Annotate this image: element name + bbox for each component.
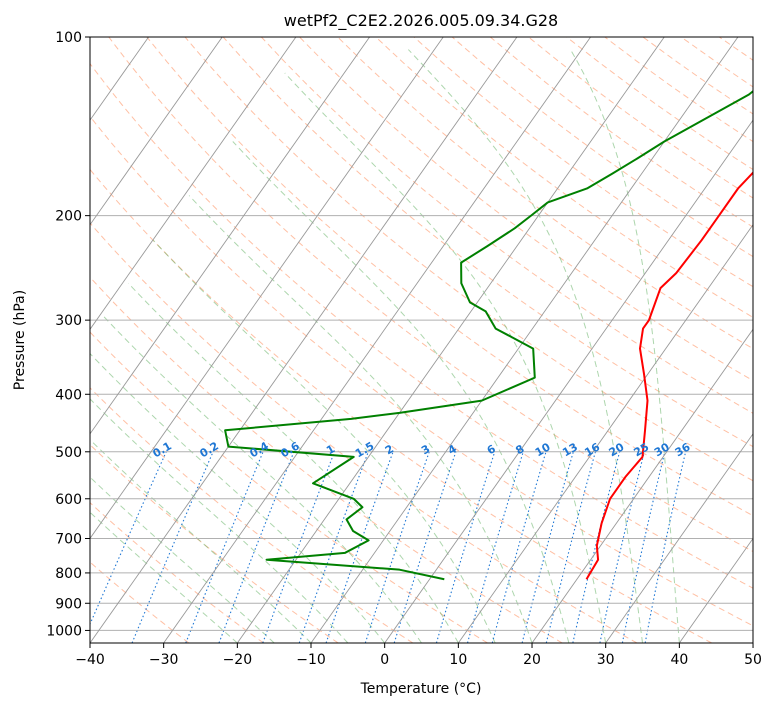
x-tick-label: 50 [744,652,762,668]
plot-frame [89,36,754,644]
mixing-ratio-line [521,451,574,643]
dry-adiabat [90,115,753,627]
dry-adiabat [299,37,753,382]
isotherm-line [236,37,665,643]
sounding-profiles [224,89,753,581]
mixing-ratio-line [435,451,496,643]
isotherm-grid [90,37,753,643]
moist-adiabat [90,352,386,643]
isotherm-line [90,37,518,643]
mixing-ratio-line [262,451,336,643]
x-axis: −40 −30 −20 −10 0 10 20 30 40 50 [75,643,762,668]
x-tick-label: 30 [597,652,615,668]
y-axis-title: Pressure (hPa) [12,290,28,390]
isotherm-line [310,37,739,643]
isotherm-line [90,37,370,435]
moist-adiabat [284,72,607,643]
mixing-ratio-line [218,451,295,643]
y-tick-label: 300 [55,313,82,329]
isotherm-line [90,37,297,331]
moist-adiabat [152,239,496,643]
isotherm-line [384,119,753,643]
y-tick-label: 100 [55,30,82,46]
moist-adiabat [102,315,422,643]
moist-adiabat [407,49,644,643]
isotherm-line [678,537,753,643]
moist-adiabat [570,49,680,643]
x-tick-label: −40 [75,652,105,668]
isotherm-line [605,433,753,643]
x-tick-label: 40 [670,652,688,668]
chart-title: wetPf2_C2E2.2026.005.09.34.G28 [284,11,558,31]
y-tick-label: 800 [55,566,82,582]
dry-adiabat [90,62,753,589]
mixing-ratio-line [545,451,596,643]
x-tick-label: −10 [296,652,326,668]
y-tick-label: 1000 [46,623,82,639]
y-tick-label: 400 [55,387,82,403]
x-axis-title: Temperature (°C) [360,681,482,697]
mixing-ratio-line [298,451,369,643]
y-tick-label: 700 [55,532,82,548]
mixing-ratio-line [599,451,645,643]
dewpoint-profile-line [224,89,753,581]
x-tick-label: −20 [223,652,253,668]
temperature-profile-line [585,171,753,580]
dry-adiabat [90,502,264,643]
dry-adiabat [337,37,753,350]
x-tick-label: 0 [380,652,389,668]
mixing-ratio-line [364,451,430,643]
dry-adiabat [90,331,488,643]
y-tick-label: 500 [55,445,82,461]
mixing-ratio-line [325,451,394,643]
moist-adiabat [90,398,349,643]
y-axis: 100 200 300 400 500 600 700 800 900 1000 [46,30,90,639]
mixing-ratio-line [572,451,621,643]
y-tick-label: 600 [55,492,82,508]
isotherm-line [90,37,223,226]
y-tick-label: 900 [55,596,82,612]
moist-adiabat [90,476,275,643]
y-tick-label: 200 [55,209,82,225]
plot-area: 0.1 0.2 0.4 0.6 1 1.5 2 3 4 6 8 10 13 16 20 25 30 36 [90,37,753,643]
moist-adiabat [188,195,533,643]
mixing-ratio-line [621,451,666,643]
isotherm-line [163,37,591,643]
moist-adiabat [90,438,312,643]
x-tick-label: 20 [523,652,541,668]
isotherm-line [531,328,753,643]
dry-adiabat [90,168,712,643]
x-tick-label: 10 [449,652,467,668]
isotherm-line [457,223,753,643]
moist-adiabat [90,511,238,643]
dry-adiabat [90,222,638,643]
dry-adiabat [260,37,753,414]
mixing-ratio-line [185,451,264,643]
mixing-ratio-line [90,451,167,626]
x-tick-label: −30 [149,652,179,668]
mixing-ratio-line [466,451,524,643]
moist-adiabat [127,282,459,643]
dry-adiabat [146,37,753,517]
isotherm-line [90,37,444,540]
